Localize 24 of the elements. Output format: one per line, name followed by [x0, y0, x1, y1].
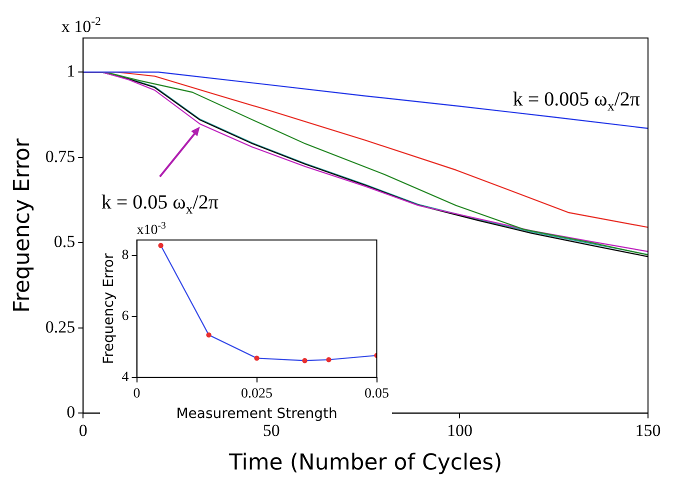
y-axis-title: Frequency Error [10, 138, 35, 313]
y-tick-label: 0 [66, 402, 76, 422]
y-tick-label: 1 [66, 62, 76, 81]
point [254, 356, 260, 361]
x-tick-label: 0 [133, 386, 140, 402]
x-tick-label: 0.025 [241, 386, 273, 402]
x-tick-label: 50 [262, 420, 280, 440]
x-axis-title: Time (Number of Cycles) [228, 450, 502, 476]
y-tick-label: 8 [122, 248, 129, 263]
x-tick-label: 150 [635, 420, 661, 440]
point [302, 358, 308, 364]
y-tick-label: 6 [122, 309, 129, 324]
y-tick-label: 0.75 [45, 146, 76, 166]
point [206, 332, 212, 338]
x-tick-label: 0 [78, 420, 88, 440]
x-axis-title: Measurement Strength [176, 406, 338, 422]
point [326, 357, 332, 362]
y-axis-title: Frequency Error [101, 253, 118, 364]
point [158, 242, 164, 248]
y-tick-label: 4 [122, 370, 129, 386]
x-tick-label: 100 [446, 420, 472, 440]
x-tick-label: 0.05 [364, 386, 389, 402]
y-tick-label: 0.5 [54, 232, 76, 252]
y-tick-label: 0.25 [45, 317, 76, 336]
